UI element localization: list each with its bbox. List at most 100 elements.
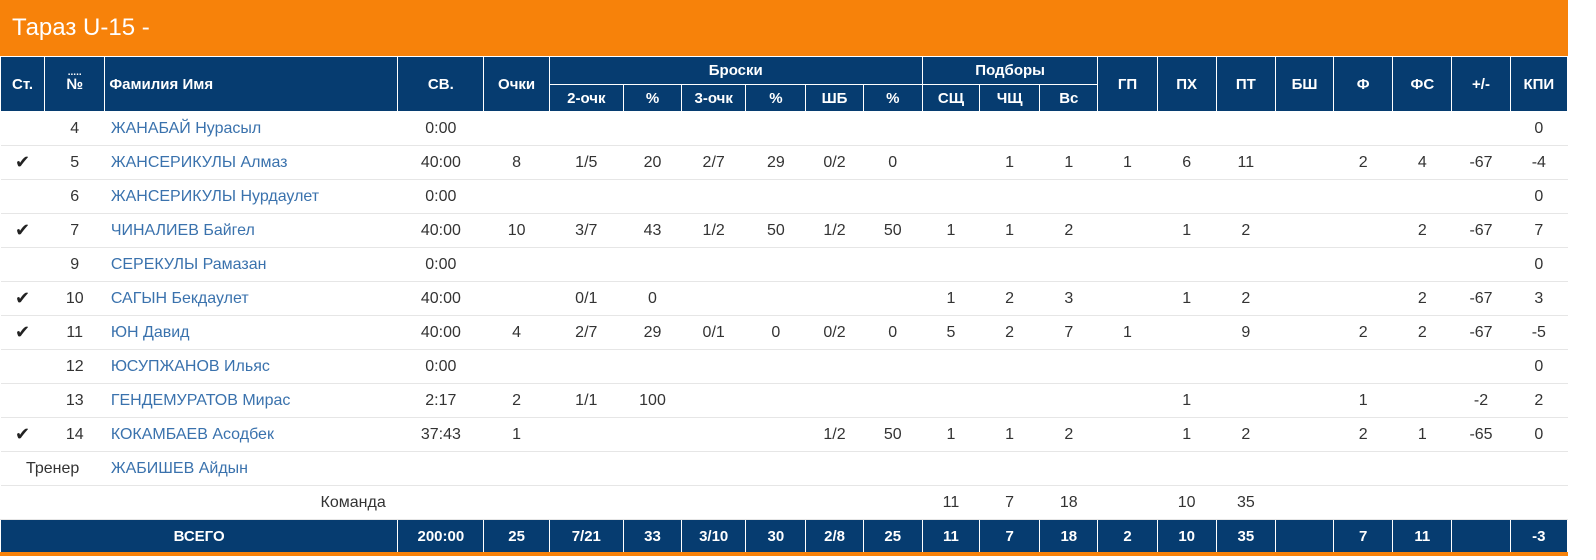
player-ft — [805, 349, 864, 384]
player-fg2-pct — [623, 179, 682, 214]
player-fg3-pct: 29 — [745, 145, 806, 180]
player-fg3 — [681, 281, 746, 316]
totals-label: ВСЕГО — [0, 519, 399, 552]
player-fg2: 2/7 — [549, 315, 624, 350]
col-ft[interactable]: ШБ — [805, 84, 864, 112]
player-blocks — [1275, 417, 1334, 452]
player-name-link[interactable]: ЖАНСЕРИКУЛЫ Алмаз — [104, 145, 398, 180]
player-plus-minus: -67 — [1451, 145, 1511, 180]
player-name-link[interactable]: САГЫН Бекдаулет — [104, 281, 398, 316]
player-ft — [805, 247, 864, 282]
player-fouls: 2 — [1333, 145, 1393, 180]
player-fouls-drawn: 4 — [1392, 145, 1452, 180]
col-number[interactable]: ..... № — [44, 56, 106, 112]
col-steals[interactable]: ПХ — [1156, 56, 1217, 112]
player-fg2 — [549, 179, 624, 214]
player-number: 11 — [44, 315, 105, 350]
player-efficiency: 0 — [1510, 179, 1568, 214]
col-off-reb[interactable]: ЧЩ — [979, 84, 1041, 112]
boxscore-panel: Тараз U-15 - Ст. ..... № Фамилия Имя СВ. … — [0, 0, 1569, 556]
player-ft: 1/2 — [805, 213, 864, 248]
player-name-link[interactable]: ЖАНСЕРИКУЛЫ Нурдаулет — [104, 179, 398, 214]
team-label: Команда — [0, 485, 398, 520]
totals-fg3-pct: 30 — [745, 519, 807, 552]
player-blocks — [1275, 213, 1334, 248]
player-fouls-drawn — [1392, 111, 1452, 146]
player-name-link[interactable]: ЮН Давид — [104, 315, 398, 350]
player-plus-minus: -67 — [1451, 281, 1511, 316]
coach-name-link[interactable]: ЖАБИШЕВ Айдын — [104, 451, 398, 486]
player-number: 6 — [44, 179, 105, 214]
totals-ft-pct: 25 — [862, 519, 923, 552]
player-fg3-pct — [745, 417, 806, 452]
col-starter[interactable]: Ст. — [0, 56, 46, 112]
player-ft: 0/2 — [805, 145, 864, 180]
player-plus-minus — [1451, 247, 1511, 282]
player-points: 1 — [483, 417, 550, 452]
player-ft-pct — [863, 383, 923, 418]
totals-tot-reb: 18 — [1039, 519, 1099, 552]
player-number: 13 — [44, 383, 105, 418]
player-plus-minus — [1451, 179, 1511, 214]
player-ft: 1/2 — [805, 417, 864, 452]
col-assists[interactable]: ГП — [1097, 56, 1158, 112]
player-steals: 1 — [1157, 281, 1217, 316]
player-off-reb: 1 — [979, 213, 1040, 248]
player-tot-reb: 3 — [1039, 281, 1098, 316]
player-efficiency: 3 — [1510, 281, 1568, 316]
player-plus-minus: -67 — [1451, 213, 1511, 248]
player-name-link[interactable]: ЖАНАБАЙ Нурасыл — [104, 111, 398, 146]
col-minutes[interactable]: СВ. — [397, 56, 485, 112]
col-fouls-drawn[interactable]: ФС — [1392, 56, 1453, 112]
player-tot-reb: 2 — [1039, 417, 1098, 452]
starter-check — [0, 349, 45, 384]
player-fouls: 2 — [1333, 417, 1393, 452]
player-fg3 — [681, 179, 746, 214]
player-plus-minus: -2 — [1451, 383, 1511, 418]
col-fouls[interactable]: Ф — [1333, 56, 1394, 112]
player-ft-pct: 50 — [863, 417, 923, 452]
player-minutes: 40:00 — [397, 281, 484, 316]
player-fouls-drawn: 2 — [1392, 315, 1452, 350]
col-def-reb[interactable]: СЩ — [921, 84, 981, 112]
col-tot-reb[interactable]: Вс — [1039, 84, 1099, 112]
player-name-link[interactable]: КОКАМБАЕВ Асодбек — [104, 417, 398, 452]
player-fouls-drawn — [1392, 349, 1452, 384]
col-number-dots: ..... — [67, 66, 82, 78]
player-number: 14 — [44, 417, 105, 452]
col-ft-pct[interactable]: % — [862, 84, 923, 112]
totals-steals: 10 — [1156, 519, 1217, 552]
col-efficiency[interactable]: КПИ — [1509, 56, 1569, 112]
col-plus-minus[interactable]: +/- — [1451, 56, 1511, 112]
player-name-link[interactable]: ГЕНДЕМУРАТОВ Мирас — [104, 383, 398, 418]
player-off-reb: 2 — [979, 315, 1040, 350]
col-turnovers[interactable]: ПТ — [1215, 56, 1276, 112]
team-tot-reb: 18 — [1039, 485, 1098, 520]
player-minutes: 0:00 — [397, 111, 484, 146]
col-fg3-pct[interactable]: % — [745, 84, 807, 112]
col-points[interactable]: Очки — [483, 56, 550, 112]
player-ft: 0/2 — [805, 315, 864, 350]
col-fg2-pct[interactable]: % — [622, 84, 683, 112]
player-def-reb: 5 — [922, 315, 980, 350]
player-steals — [1157, 349, 1217, 384]
player-fouls — [1333, 179, 1393, 214]
col-fg2[interactable]: 2-очк — [548, 84, 624, 112]
player-points — [483, 179, 550, 214]
player-name-link[interactable]: ЮСУПЖАНОВ Ильяс — [104, 349, 398, 384]
totals-blocks — [1274, 519, 1335, 552]
player-fg2 — [549, 247, 624, 282]
player-name-link[interactable]: ЧИНАЛИЕВ Байгел — [104, 213, 398, 248]
player-name-link[interactable]: СЕРЕКУЛЫ Рамазан — [104, 247, 398, 282]
player-off-reb — [979, 247, 1040, 282]
player-minutes: 37:43 — [397, 417, 484, 452]
player-fg3 — [681, 383, 746, 418]
col-blocks[interactable]: БШ — [1274, 56, 1335, 112]
player-ft-pct: 50 — [863, 213, 923, 248]
col-fg3[interactable]: 3-очк — [681, 84, 747, 112]
player-off-reb: 1 — [979, 417, 1040, 452]
col-name[interactable]: Фамилия Имя — [104, 56, 399, 112]
player-turnovers — [1216, 179, 1276, 214]
player-fouls-drawn: 2 — [1392, 281, 1452, 316]
player-blocks — [1275, 111, 1334, 146]
